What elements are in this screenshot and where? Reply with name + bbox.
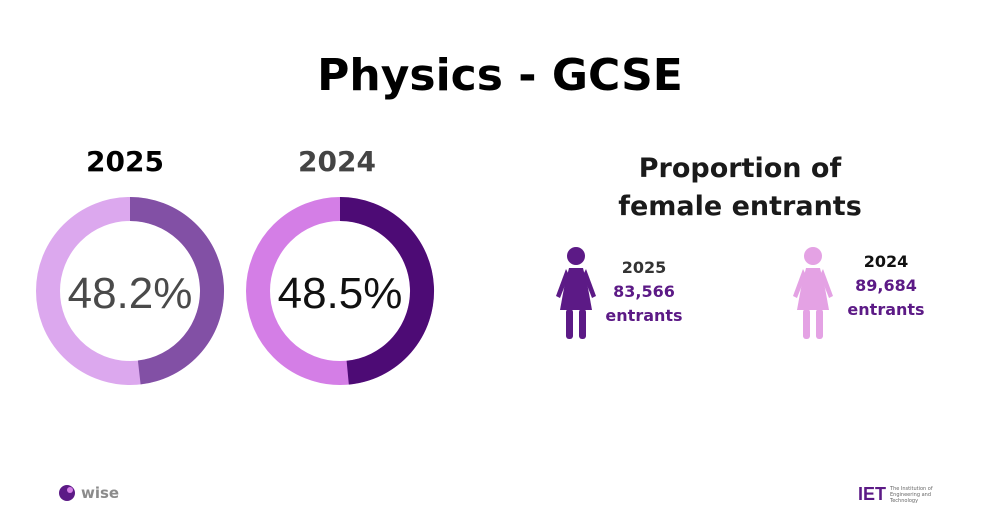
stat-2025-unit: entrants [605,306,683,325]
stat-2025-year: 2025 [621,258,667,277]
female-figure-2025-icon [556,247,596,339]
donut-2024-value: 48.5% [278,269,403,318]
donut-chart-2024: 48.5% [246,197,434,385]
donut-2025-share-arc [129,197,225,385]
stat-2024: 2024 89,684 entrants [836,250,936,322]
wise-logo: wise [58,484,119,502]
donut-2025-year-label: 2025 [86,145,164,178]
wise-logo-text: wise [81,484,120,502]
stat-2024-unit: entrants [847,300,925,319]
iet-logo: IET The Institution of Engineering and T… [858,484,960,505]
wise-logo-icon [59,485,75,501]
iet-logo-subtitle: The Institution of Engineering and Techn… [890,486,960,504]
stat-2025-count: 83,566 [613,282,675,301]
stat-2024-count: 89,684 [855,276,917,295]
female-figure-2024-icon [793,247,833,339]
iet-logo-text: IET [858,484,887,504]
stat-2024-year: 2024 [863,252,909,271]
page-title: Physics - GCSE [317,50,683,101]
donut-2024-year-label: 2024 [298,145,376,178]
proportion-title-line2: female entrants [618,191,862,222]
donut-2025-value: 48.2% [68,269,193,318]
proportion-title: Proportion of female entrants [560,150,920,226]
donut-chart-2025: 48.2% [36,197,225,385]
donut-2024-share-arc [339,197,434,385]
proportion-title-line1: Proportion of [638,153,842,184]
iet-sub-line1: The Institution of [890,485,933,492]
stat-2025: 2025 83,566 entrants [594,256,694,328]
iet-sub-line2: Engineering and Technology [890,491,932,504]
